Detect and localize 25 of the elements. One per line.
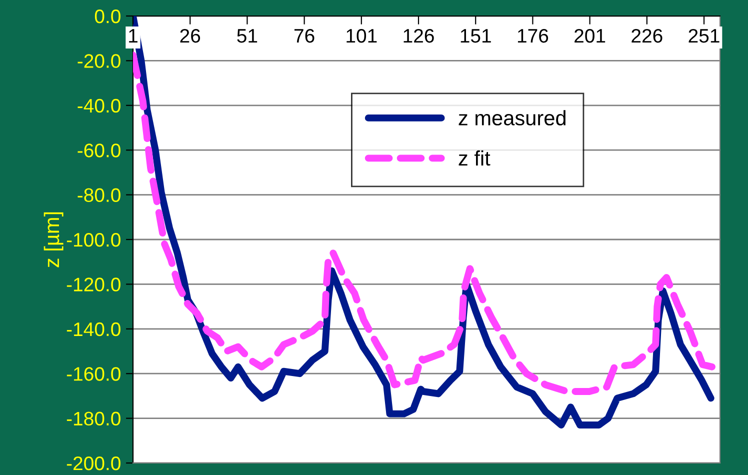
y-tick-label: -100.0	[66, 232, 120, 247]
y-tick-label: -180.0	[66, 412, 120, 426]
y-tick-label: -120.0	[66, 278, 120, 292]
y-tick-label: 0.0	[94, 9, 120, 24]
y-tick-label: -160.0	[66, 367, 120, 381]
y-tick-label: -60.0	[78, 144, 120, 158]
x-tick-label: 26	[180, 28, 200, 43]
x-tick-label: 51	[237, 29, 258, 43]
x-tick-label: 201	[574, 28, 606, 43]
legend-label: z fit	[458, 150, 490, 166]
x-tick-label: 251	[688, 28, 720, 43]
x-tick-label: 76	[294, 28, 314, 43]
x-tick-label: 151	[460, 29, 491, 43]
x-tick-label: 176	[518, 28, 548, 43]
y-tick-label: -200.0	[66, 456, 120, 470]
x-tick-label: 126	[404, 28, 434, 43]
y-axis-title: z [µm]	[44, 212, 64, 268]
x-tick-label: 226	[632, 28, 662, 43]
x-tick-label: 1	[129, 29, 138, 43]
y-tick-label: -20.0	[78, 54, 120, 68]
legend-label: z measured	[458, 110, 566, 126]
y-tick-label: -140.0	[66, 322, 120, 336]
y-tick-label: -80.0	[78, 188, 120, 202]
x-tick-label: 101	[346, 28, 377, 43]
y-tick-label: -40.0	[78, 98, 120, 113]
